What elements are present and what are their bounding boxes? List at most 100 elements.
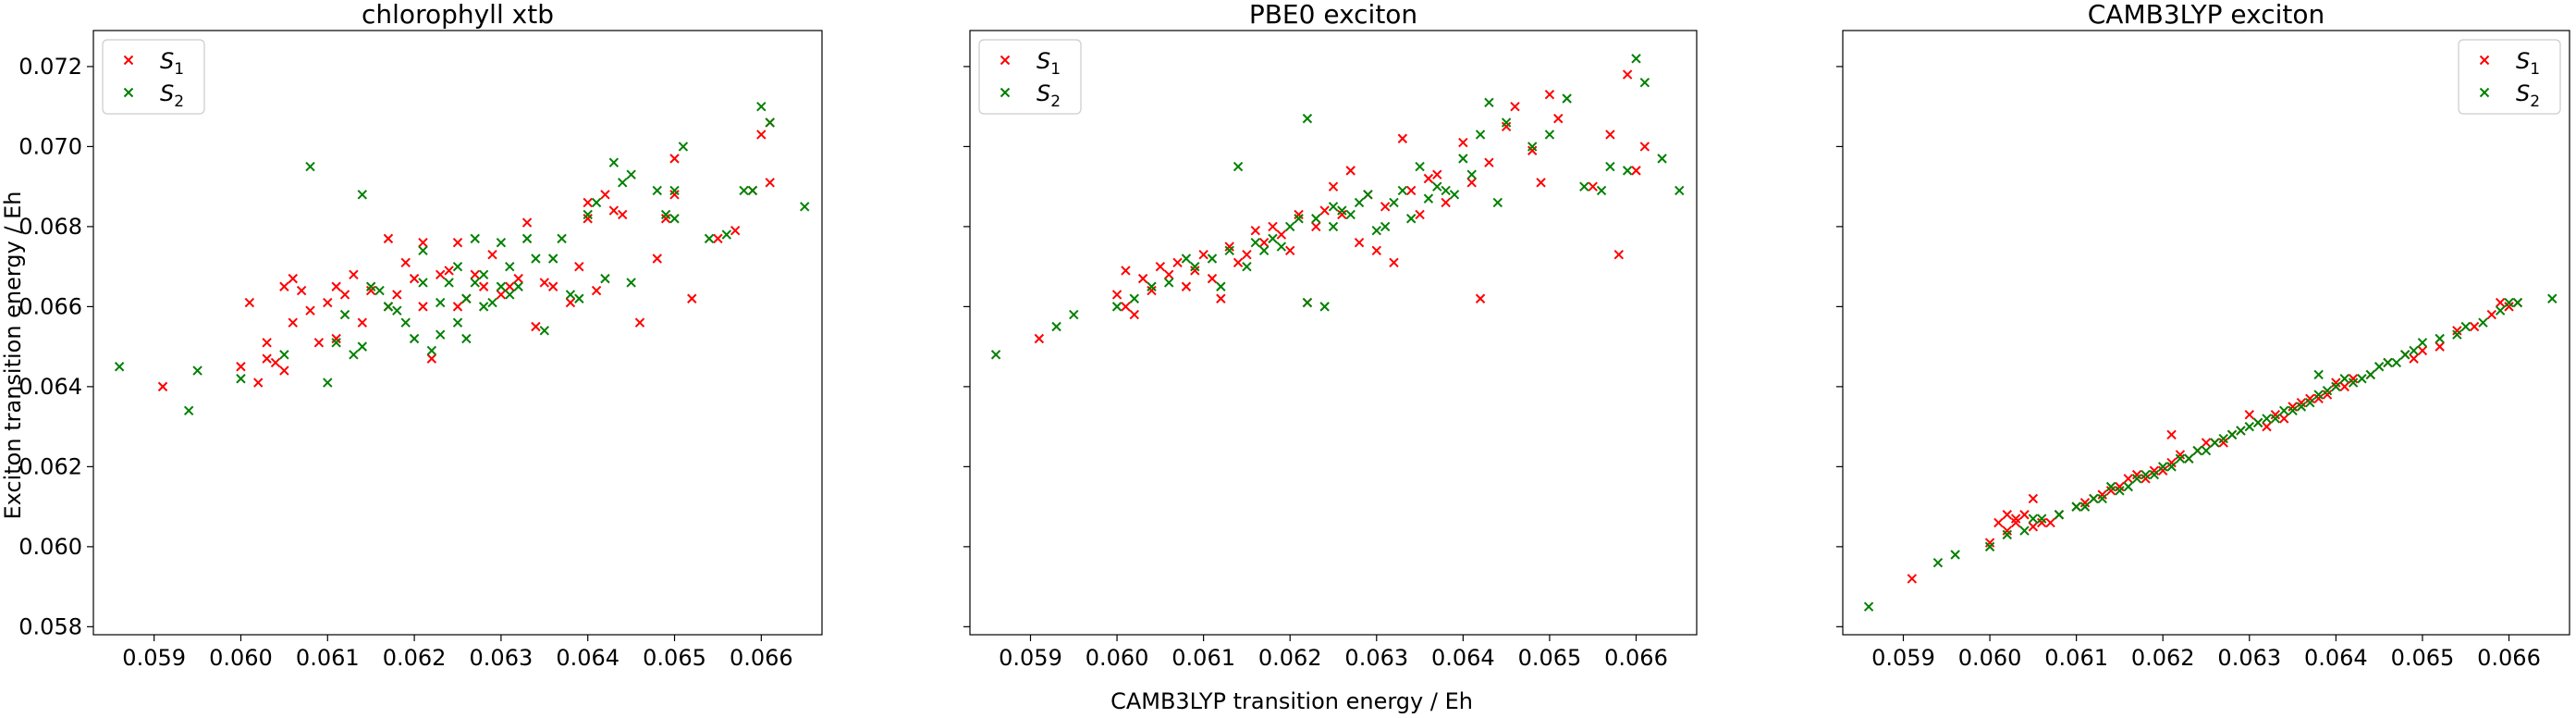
data-point-S1 <box>1319 205 1330 216</box>
data-point-S2 <box>183 405 194 416</box>
data-point-S2 <box>1596 185 1607 196</box>
data-point-S1 <box>1631 166 1641 176</box>
legend-label-S1: S1 <box>160 48 184 79</box>
data-point-S1 <box>2123 474 2133 484</box>
legend-marker-S2 <box>1000 87 1011 98</box>
data-point-S2 <box>2166 462 2177 472</box>
data-point-S1 <box>279 281 289 291</box>
data-point-S2 <box>1380 221 1391 232</box>
data-point-S1 <box>2010 514 2021 524</box>
data-point-S1 <box>1137 273 1148 284</box>
data-point-S1 <box>270 357 281 368</box>
data-point-S2 <box>669 214 680 224</box>
data-point-S1 <box>2288 402 2298 412</box>
data-point-S1 <box>1406 185 1417 196</box>
data-point-S1 <box>1458 137 1468 148</box>
data-point-S2 <box>2331 381 2341 392</box>
data-point-S1 <box>1415 209 1425 220</box>
data-point-S2 <box>1674 185 1685 196</box>
data-point-S2 <box>487 297 497 308</box>
data-point-S1 <box>1181 281 1192 291</box>
data-point-S1 <box>591 285 602 296</box>
data-point-S1 <box>157 381 168 392</box>
data-point-S2 <box>2322 385 2333 396</box>
data-point-S2 <box>1345 209 1355 220</box>
data-point-S1 <box>2435 341 2445 352</box>
legend-subscript: 2 <box>1050 93 1061 111</box>
data-point-S1 <box>669 190 680 200</box>
subplot-2: PBE0 exciton 0.059 0.060 0.061 0.062 0.063 0.0… <box>963 0 1698 671</box>
data-point-S2 <box>452 261 463 272</box>
x-tick-label: 0.060 <box>209 645 273 671</box>
data-point-S2 <box>2391 357 2402 368</box>
y-axis-label: Exciton transition energy / Eh <box>0 191 26 519</box>
data-point-S2 <box>2131 474 2142 484</box>
data-point-S2 <box>1328 202 1339 212</box>
data-point-S1 <box>1268 221 1278 232</box>
series-S1 <box>1034 69 1650 344</box>
data-point-S1 <box>574 261 584 272</box>
data-point-S1 <box>505 281 515 291</box>
data-point-S2 <box>2175 453 2186 464</box>
data-point-S1 <box>313 338 325 348</box>
data-point-S2 <box>2184 453 2194 464</box>
data-point-S1 <box>1613 249 1624 260</box>
data-point-S1 <box>730 226 741 236</box>
plot-title: CAMB3LYP exciton <box>2088 0 2325 30</box>
data-point-S1 <box>1639 142 1650 152</box>
data-point-S2 <box>1051 321 1061 332</box>
x-tick-label: 0.062 <box>1258 645 1322 671</box>
data-point-S2 <box>1389 197 1399 208</box>
data-point-S2 <box>1363 190 1373 200</box>
data-point-S2 <box>1950 550 1960 560</box>
data-point-S2 <box>747 185 758 196</box>
data-point-S2 <box>1069 309 1079 320</box>
data-point-S2 <box>704 233 715 244</box>
data-point-S2 <box>478 269 489 280</box>
x-tick-label: 0.066 <box>2477 645 2541 671</box>
data-point-S2 <box>1328 221 1339 232</box>
data-point-S1 <box>2504 302 2514 312</box>
x-tick-label: 0.064 <box>1431 645 1495 671</box>
data-point-S1 <box>539 278 550 288</box>
data-point-S2 <box>2097 493 2107 504</box>
data-point-S1 <box>2002 510 2012 520</box>
data-point-S2 <box>2512 297 2523 308</box>
data-point-S1 <box>513 273 523 284</box>
data-point-S2 <box>323 378 333 388</box>
legend-box <box>2458 39 2561 115</box>
data-point-S1 <box>2469 321 2480 332</box>
data-point-S2 <box>600 273 610 284</box>
data-point-S1 <box>2028 522 2039 532</box>
data-point-S2 <box>531 254 541 264</box>
data-point-S2 <box>2079 501 2091 512</box>
x-tick-label: 0.065 <box>643 645 706 671</box>
data-point-S2 <box>2409 345 2419 356</box>
plot-frame <box>92 30 823 636</box>
data-point-S1 <box>608 205 619 216</box>
data-point-S1 <box>262 338 272 348</box>
data-point-S1 <box>487 249 497 260</box>
data-point-S1 <box>1207 273 1218 284</box>
data-point-S1 <box>452 237 463 248</box>
data-point-S2 <box>1250 237 1260 248</box>
data-point-S1 <box>452 302 463 312</box>
data-point-S2 <box>1622 166 1633 176</box>
data-point-S2 <box>1164 278 1174 288</box>
data-point-S2 <box>626 169 636 180</box>
data-point-S1 <box>262 353 272 364</box>
data-point-S2 <box>565 290 576 300</box>
data-point-S2 <box>2279 405 2289 416</box>
y-tick-label: 0.058 <box>18 613 82 639</box>
data-point-S2 <box>2348 378 2359 388</box>
data-point-S1 <box>2019 510 2030 520</box>
data-point-S1 <box>1242 249 1252 260</box>
data-point-S1 <box>470 269 480 280</box>
data-point-S1 <box>1605 130 1615 140</box>
data-point-S2 <box>2383 357 2393 368</box>
data-point-S1 <box>1441 197 1451 208</box>
data-point-S1 <box>331 333 341 344</box>
data-point-S2 <box>608 157 619 167</box>
data-point-S2 <box>2339 374 2349 384</box>
data-point-S1 <box>1164 269 1174 280</box>
